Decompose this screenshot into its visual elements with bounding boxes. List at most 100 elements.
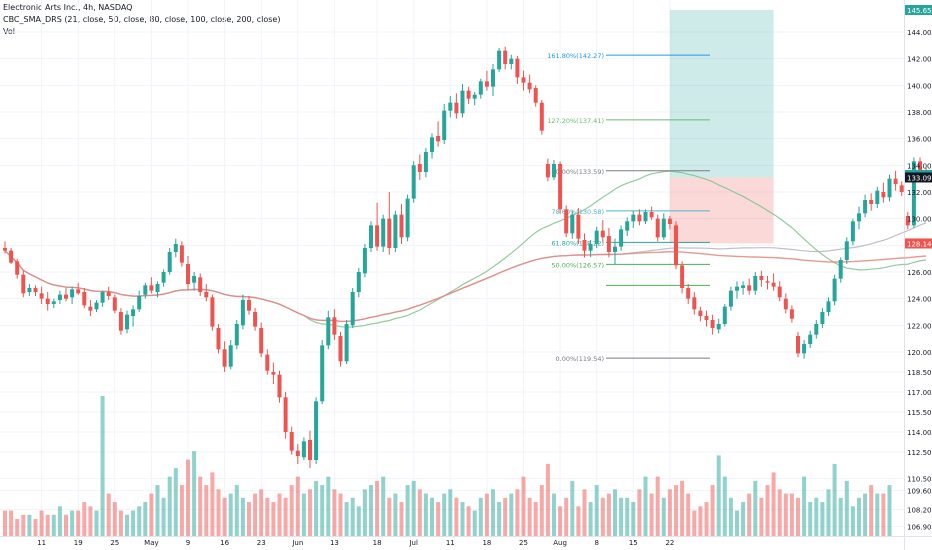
candle-body	[88, 306, 93, 311]
volume-bar	[167, 476, 172, 536]
candle-body	[247, 300, 251, 311]
price-label-text: 133.09	[907, 174, 932, 182]
volume-bar	[509, 493, 514, 536]
candle-body	[808, 334, 813, 344]
volume-bar	[722, 476, 727, 536]
candle-body	[484, 81, 489, 87]
volume-bar	[106, 493, 111, 536]
volume-bar	[155, 485, 160, 536]
time-tick-label: 18	[373, 539, 382, 547]
volume-bar	[674, 485, 678, 536]
volume-bar	[247, 502, 251, 536]
volume-bar	[369, 485, 373, 536]
price-tick-label: 114.00	[907, 429, 932, 437]
volume-bar	[88, 506, 93, 536]
candle-body	[314, 401, 319, 460]
candle-body	[76, 289, 81, 294]
price-label-text: 128.14	[907, 240, 932, 248]
volume-bar	[326, 476, 331, 536]
price-tick-label: 140.00	[907, 82, 932, 90]
volume-bar	[210, 472, 215, 536]
candle-body	[594, 230, 599, 244]
volume-bar	[527, 497, 532, 536]
volume-bar	[283, 497, 288, 536]
price-tick-label: 126.00	[907, 269, 932, 277]
candle-body	[3, 248, 7, 251]
candle-body	[460, 90, 465, 114]
candle-body	[918, 161, 922, 172]
candle-body	[771, 282, 776, 287]
volume-bar	[637, 489, 642, 536]
volume-bars	[3, 396, 892, 536]
volume-bar	[875, 493, 880, 536]
time-axis[interactable]: 11 19 25 May 9 16 23 Jun 13 18 Jul 11 18 25 Aug 8 15 22	[37, 539, 674, 547]
volume-bar	[131, 510, 136, 536]
volume-bar	[661, 497, 666, 536]
candle-body	[674, 225, 678, 266]
volume-bar	[70, 510, 75, 536]
candle-body	[759, 276, 764, 280]
candle-body	[234, 324, 239, 346]
price-tick-label: 144.00	[907, 29, 932, 37]
volume-bar	[423, 493, 428, 536]
long-position-box	[669, 10, 774, 244]
candle-body	[240, 300, 245, 326]
price-axis[interactable]: 106.90 108.20 109.60 110.50 112.50 114.00 115.…	[907, 29, 932, 532]
candle-body	[539, 102, 544, 131]
candle-body	[179, 245, 184, 263]
volume-bar	[753, 480, 758, 536]
volume-bar	[759, 497, 764, 536]
candle-body	[308, 440, 312, 460]
volume-bar	[350, 497, 355, 536]
volume-bar	[430, 497, 434, 536]
candle-body	[112, 297, 117, 311]
price-tick-label: 142.00	[907, 56, 932, 64]
volume-bar	[381, 476, 386, 536]
candle-body	[814, 324, 819, 335]
fibonacci-level-label: 0.00%(119.54)	[556, 355, 604, 363]
candle-body	[832, 278, 837, 302]
price-label-tag	[905, 5, 932, 15]
volume-bar	[777, 489, 782, 536]
candle-body	[9, 250, 14, 263]
candle-body	[161, 272, 166, 283]
volume-bar	[491, 489, 495, 536]
candle-body	[613, 246, 617, 252]
fibonacci-level-label: 50.00%(126.57)	[551, 261, 604, 269]
candle-body	[570, 214, 575, 234]
candle-body	[881, 192, 886, 198]
volume-bar	[82, 502, 87, 536]
price-tick-label: 132.00	[907, 189, 932, 197]
candle-body	[686, 288, 691, 299]
candle-body	[503, 50, 508, 64]
candle-body	[283, 397, 288, 432]
volume-bar	[802, 476, 807, 536]
candle-body	[393, 214, 398, 248]
candle-body	[875, 190, 880, 204]
volume-bar	[850, 506, 855, 536]
volume-bar	[466, 506, 471, 536]
volume-bar	[301, 493, 306, 536]
candle-body	[521, 77, 526, 83]
price-label-tag	[905, 238, 932, 249]
candle-body	[576, 214, 581, 239]
chart-title: Electronic Arts Inc., 4h, NASDAQ	[3, 3, 133, 12]
volume-bar	[832, 463, 837, 536]
volume-bar	[271, 502, 276, 536]
volume-bar	[234, 485, 239, 536]
indicator-legend: CBC_SMA_DRS (21, close, 50, close, 80, c…	[3, 15, 281, 24]
candle-body	[375, 225, 380, 247]
volume-bar	[552, 493, 556, 536]
candle-body	[198, 277, 203, 292]
candlesticks	[3, 46, 929, 468]
time-tick-label: 11	[446, 539, 455, 547]
volume-bar	[741, 502, 746, 536]
volume-bar	[869, 485, 874, 536]
candle-body	[45, 298, 50, 304]
volume-bar	[576, 506, 581, 536]
price-tick-label: 112.50	[907, 449, 932, 457]
volume-bar	[747, 493, 752, 536]
candle-body	[131, 309, 136, 316]
candle-body	[51, 301, 56, 304]
